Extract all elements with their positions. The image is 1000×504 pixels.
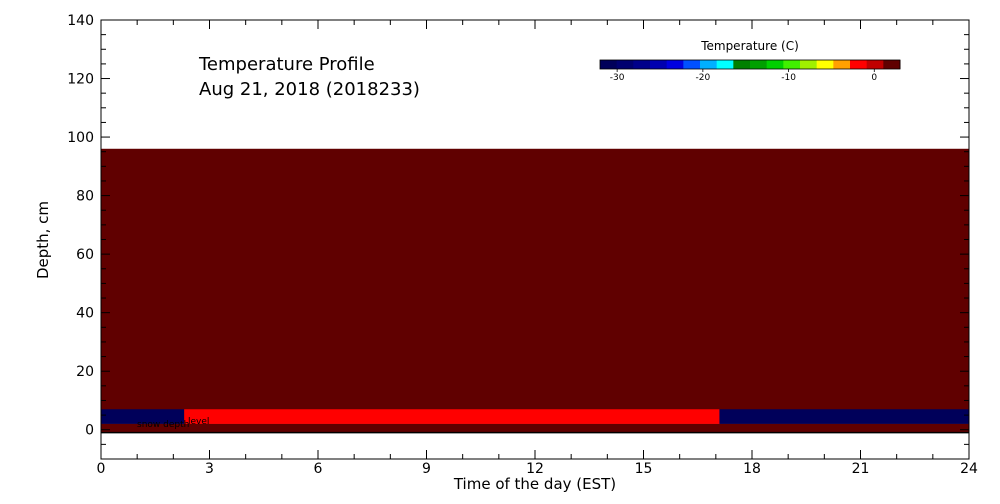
y-tick-label: 140	[67, 13, 94, 29]
colorbar-swatch	[650, 60, 668, 69]
heatmap-cell-0	[101, 148, 969, 424]
colorbar-swatch	[833, 60, 851, 69]
heatmap-cells	[101, 148, 969, 433]
heatmap-cell-2	[101, 409, 185, 424]
y-tick-label: 120	[67, 72, 94, 88]
colorbar-swatch	[800, 60, 818, 69]
colorbar-swatch	[600, 60, 618, 69]
colorbar-swatch	[633, 60, 651, 69]
colorbar-tick-label: -10	[781, 73, 796, 83]
colorbar-swatch	[666, 60, 684, 69]
chart-title: Temperature Profile	[198, 54, 375, 75]
y-axis-label: Depth, cm	[34, 201, 52, 279]
y-tick-label: 80	[76, 189, 94, 205]
y-tick-label: 20	[76, 364, 94, 380]
colorbar-swatch	[716, 60, 734, 69]
colorbar-ticks: -30 -20 -10 0	[610, 69, 877, 83]
x-tick-label: 12	[526, 461, 544, 477]
annotation-snow-depth: snow depth	[137, 420, 189, 430]
x-tick-label: 9	[422, 461, 431, 477]
y-tick-label: 40	[76, 306, 94, 322]
colorbar-tick-label: -30	[610, 73, 625, 83]
colorbar-frame	[599, 59, 901, 70]
x-tick-label: 18	[743, 461, 761, 477]
axis-ticks	[100, 19, 970, 460]
x-tick-label: 6	[314, 461, 323, 477]
colorbar: Temperature (C) -30 -20 -10 0	[599, 39, 901, 83]
x-tick-label: 3	[205, 461, 214, 477]
colorbar-swatches	[600, 60, 901, 69]
colorbar-tick-label: 0	[871, 73, 877, 83]
colorbar-swatch	[866, 60, 884, 69]
colorbar-swatch	[700, 60, 718, 69]
colorbar-title: Temperature (C)	[700, 39, 799, 53]
colorbar-tick-label: -20	[696, 73, 711, 83]
y-tick-label: 60	[76, 247, 94, 263]
chart-subtitle: Aug 21, 2018 (2018233)	[199, 79, 420, 100]
y-tick-label: 0	[85, 423, 94, 439]
colorbar-swatch	[883, 60, 901, 69]
x-tick-label: 24	[960, 461, 978, 477]
colorbar-swatch	[616, 60, 634, 69]
x-tick-label: 21	[852, 461, 870, 477]
colorbar-swatch	[750, 60, 768, 69]
x-axis-label: Time of the day (EST)	[453, 475, 616, 493]
colorbar-swatch	[766, 60, 784, 69]
heatmap-cell-3	[184, 409, 720, 424]
x-tick-label: 15	[635, 461, 653, 477]
colorbar-swatch	[783, 60, 801, 69]
heatmap-cell-4	[719, 409, 969, 424]
y-tick-label: 100	[67, 130, 94, 146]
axis-tick-labels: 0 3 6 9 12 15 18 21 24 0 20 40 60 80 100 120 140	[67, 13, 978, 477]
annotation-level: level	[188, 417, 209, 427]
x-tick-label: 0	[97, 461, 106, 477]
colorbar-swatch	[733, 60, 751, 69]
heatmap-cell-1	[101, 423, 969, 433]
colorbar-swatch	[683, 60, 701, 69]
colorbar-swatch	[816, 60, 834, 69]
colorbar-swatch	[850, 60, 868, 69]
